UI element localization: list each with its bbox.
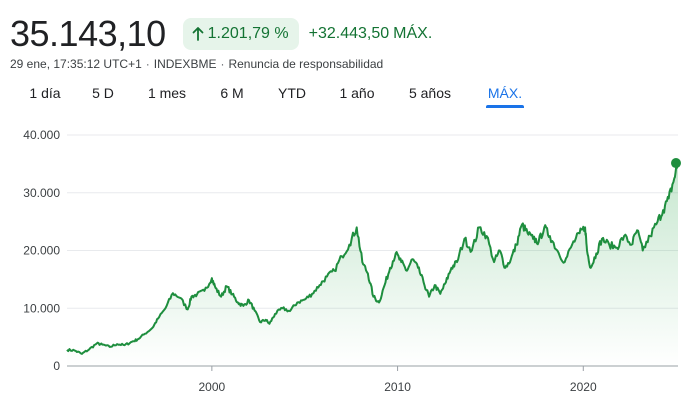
quote-header: 35.143,10 1.201,79 % +32.443,50 MÁX. [10, 12, 432, 56]
x-axis-ticks: 2000 2010 2020 [199, 366, 597, 394]
series-layer [66, 158, 681, 366]
meta-separator: · [220, 57, 225, 71]
change-period-label: MÁX. [393, 25, 433, 42]
y-tick-label: 0 [53, 359, 60, 373]
exchange-name: INDEXBME [153, 57, 217, 71]
series-line [66, 162, 679, 355]
range-tabs: 1 día 5 D 1 mes 6 M YTD 1 año 5 años MÁX… [10, 81, 570, 111]
tab-1-month[interactable]: 1 mes [147, 85, 187, 101]
quote-meta: 29 ene, 17:35:12 UTC+1 · INDEXBME · Renuncia… [10, 57, 383, 71]
tab-1-year[interactable]: 1 año [339, 85, 375, 101]
tab-1-day[interactable]: 1 día [29, 85, 61, 101]
tab-5-years[interactable]: 5 años [408, 85, 452, 101]
x-tick-label: 2000 [199, 380, 226, 394]
absolute-change-value: +32.443,50 [308, 25, 390, 42]
percent-change-value: 1.201,79 % [207, 25, 289, 42]
y-tick-label: 30.000 [23, 186, 60, 200]
tab-ytd[interactable]: YTD [278, 85, 306, 101]
meta-separator: · [145, 57, 150, 71]
tab-max[interactable]: MÁX. [486, 81, 524, 109]
quote-timestamp: 29 ene, 17:35:12 UTC+1 [10, 57, 142, 71]
tab-6-months[interactable]: 6 M [220, 85, 244, 101]
y-axis-ticks: 0 10.000 20.000 30.000 40.000 [23, 128, 60, 373]
y-tick-label: 20.000 [23, 244, 60, 258]
x-tick-label: 2010 [384, 380, 411, 394]
absolute-change: +32.443,50 MÁX. [309, 25, 433, 43]
x-tick-label: 2020 [570, 380, 597, 394]
tab-5-days[interactable]: 5 D [92, 85, 114, 101]
series-area-fill [67, 163, 678, 366]
current-price: 35.143,10 [10, 13, 166, 54]
last-value-marker [671, 158, 681, 169]
disclaimer-link[interactable]: Renuncia de responsabilidad [228, 57, 384, 71]
arrow-up-icon [192, 27, 204, 41]
y-tick-label: 40.000 [23, 128, 60, 142]
percent-change-badge: 1.201,79 % [182, 18, 299, 50]
y-tick-label: 10.000 [23, 301, 60, 315]
